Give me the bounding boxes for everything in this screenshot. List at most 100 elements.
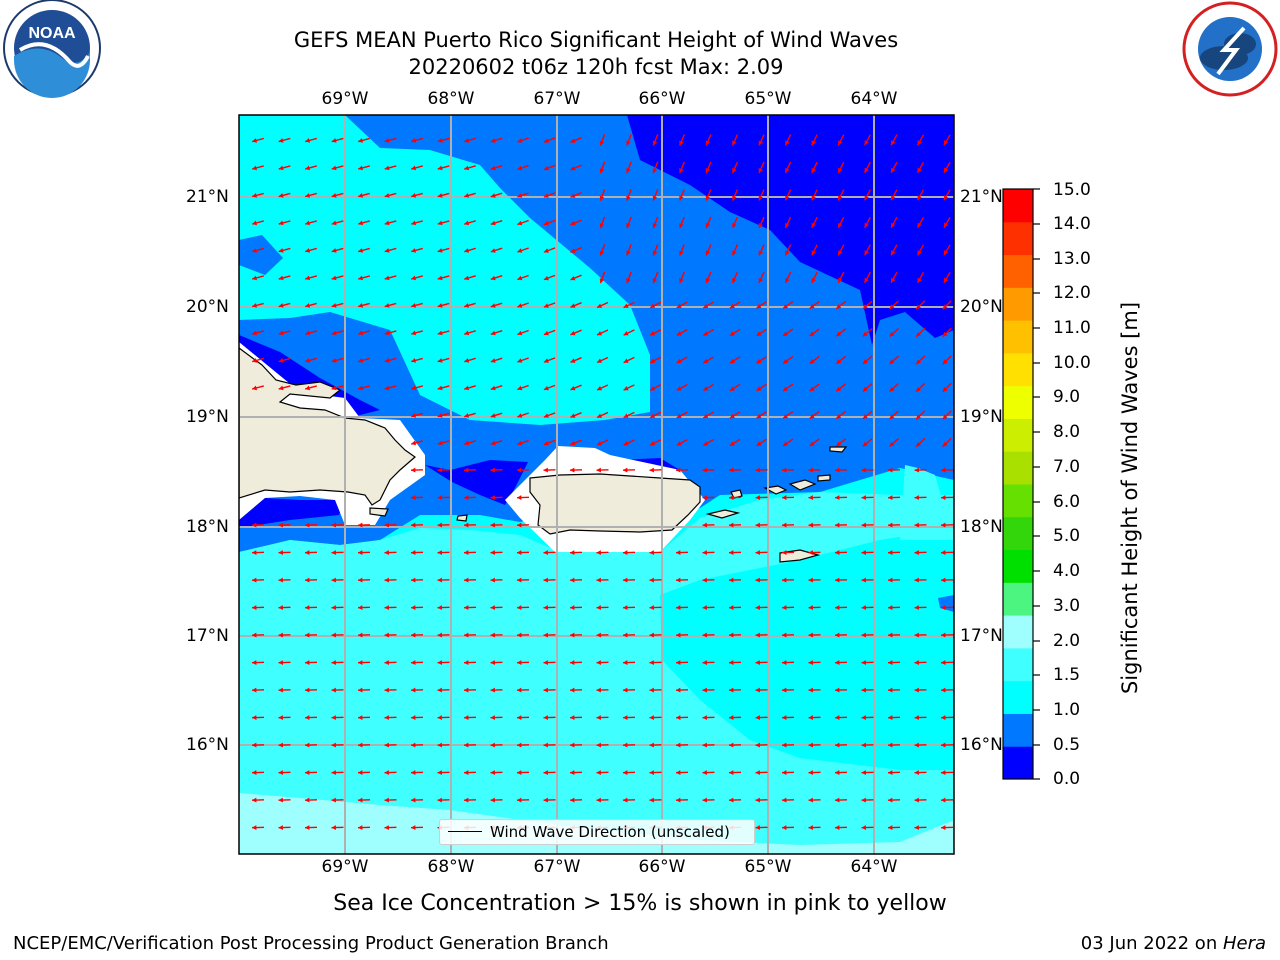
wave-arrow-head xyxy=(676,660,681,665)
wave-arrow-head xyxy=(331,715,336,720)
wave-arrow-head xyxy=(596,577,601,583)
wave-arrow-head xyxy=(861,605,866,610)
wave-arrow-head xyxy=(278,550,283,555)
wave-arrow-head xyxy=(732,222,737,228)
wave-arrow-head xyxy=(702,687,707,693)
wave-arrow-head xyxy=(623,358,629,363)
wave-arrow-head xyxy=(305,715,310,720)
wave-arrow-head xyxy=(785,250,790,256)
lat-label-right: 20°N xyxy=(960,297,1003,317)
wave-arrow-head xyxy=(305,550,310,555)
wave-arrow-head xyxy=(543,467,548,473)
wave-arrow-head xyxy=(517,605,522,610)
wave-arrow-head xyxy=(490,797,495,803)
wave-arrow-head xyxy=(464,358,470,363)
legend-line-icon xyxy=(448,831,482,832)
wave-arrow-head xyxy=(808,797,813,803)
wave-arrow-head xyxy=(384,248,390,253)
wave-arrow-head xyxy=(649,742,654,748)
wave-arrow-head xyxy=(914,467,919,473)
wave-arrow-head xyxy=(331,385,337,391)
wave-arrow-head xyxy=(305,632,310,638)
wave-arrow-head xyxy=(916,359,921,365)
wave-arrow-head xyxy=(278,330,284,336)
wave-arrow-head xyxy=(464,742,469,748)
wave-arrow-head xyxy=(756,331,762,336)
lat-label-left: 17°N xyxy=(186,626,229,646)
wave-arrow-head xyxy=(543,660,548,665)
wave-arrow-head xyxy=(891,222,896,228)
wave-arrow-head xyxy=(517,440,523,446)
wave-arrow-head xyxy=(358,687,363,693)
wave-arrow-head xyxy=(889,386,895,392)
wave-arrow-head xyxy=(755,632,760,638)
wave-arrow-head xyxy=(809,386,815,392)
wave-arrow-head xyxy=(384,687,389,693)
wave-arrow-head xyxy=(861,687,866,693)
wave-arrow-head xyxy=(888,825,893,830)
wave-arrow-head xyxy=(649,632,654,638)
wave-arrow-head xyxy=(916,331,921,337)
wave-arrow-head xyxy=(358,138,364,143)
wave-arrow-head xyxy=(278,660,283,665)
wave-arrow-head xyxy=(517,495,522,500)
wave-arrow-head xyxy=(278,605,283,610)
wave-arrow-head xyxy=(916,414,921,420)
wave-arrow-head xyxy=(464,303,470,308)
wave-arrow-head xyxy=(570,577,575,583)
wave-arrow-head xyxy=(808,550,813,555)
wave-arrow-head xyxy=(437,138,443,143)
wave-arrow-head xyxy=(623,577,628,583)
wave-arrow-head xyxy=(943,222,949,228)
wave-arrow-head xyxy=(917,140,922,146)
wave-arrow-head xyxy=(652,223,658,229)
wave-arrow-head xyxy=(679,278,684,284)
wave-arrow-head xyxy=(384,303,390,308)
wave-arrow-head xyxy=(785,140,790,146)
wave-arrow-head xyxy=(358,605,363,610)
wave-arrow-head xyxy=(411,193,417,198)
wave-arrow-head xyxy=(411,605,416,610)
wave-arrow-head xyxy=(490,577,495,583)
wave-arrow-head xyxy=(517,138,523,143)
wave-arrow-head xyxy=(729,660,734,665)
lat-label-right: 19°N xyxy=(960,407,1003,427)
footer-host: Hera xyxy=(1222,933,1266,954)
wave-arrow-head xyxy=(941,660,946,665)
wave-arrow-head xyxy=(836,304,842,309)
wave-arrow-head xyxy=(358,797,363,803)
wave-arrow-head xyxy=(543,770,548,775)
wave-arrow-head xyxy=(942,304,948,310)
wave-arrow-head xyxy=(464,797,469,803)
wave-arrow-head xyxy=(782,770,787,775)
wave-arrow-head xyxy=(732,277,737,283)
wave-arrow-head xyxy=(278,358,284,363)
wave-arrow-head xyxy=(358,770,363,775)
wave-arrow-head xyxy=(464,522,469,528)
wave-arrow-head xyxy=(437,605,442,610)
wave-arrow-head xyxy=(649,550,654,555)
wave-arrow-head xyxy=(570,605,575,610)
colorbar-swatch xyxy=(1003,582,1033,616)
wave-arrow-head xyxy=(705,195,711,201)
wave-arrow-head xyxy=(599,140,605,146)
wave-arrow-head xyxy=(702,577,707,583)
wave-arrow-head xyxy=(331,577,336,583)
colorbar-swatch xyxy=(1003,615,1033,649)
colorbar-tick: 7.0 xyxy=(1053,457,1081,477)
wave-arrow-head xyxy=(464,770,469,775)
wave-arrow-head xyxy=(384,715,389,720)
colorbar-tick: 15.0 xyxy=(1053,180,1091,200)
wave-arrow-head xyxy=(331,522,336,528)
wave-arrow-head xyxy=(729,413,735,419)
wave-arrow-head xyxy=(808,660,813,665)
wave-arrow-head xyxy=(411,467,416,473)
lat-label-left: 16°N xyxy=(186,735,229,755)
wave-arrow-head xyxy=(864,140,869,146)
colorbar-swatch xyxy=(1003,713,1033,747)
wave-arrow-head xyxy=(835,715,840,720)
wave-arrow-head xyxy=(490,275,496,281)
wave-arrow-head xyxy=(384,522,389,528)
wave-arrow-head xyxy=(517,303,523,308)
lat-label-right: 16°N xyxy=(960,735,1003,755)
